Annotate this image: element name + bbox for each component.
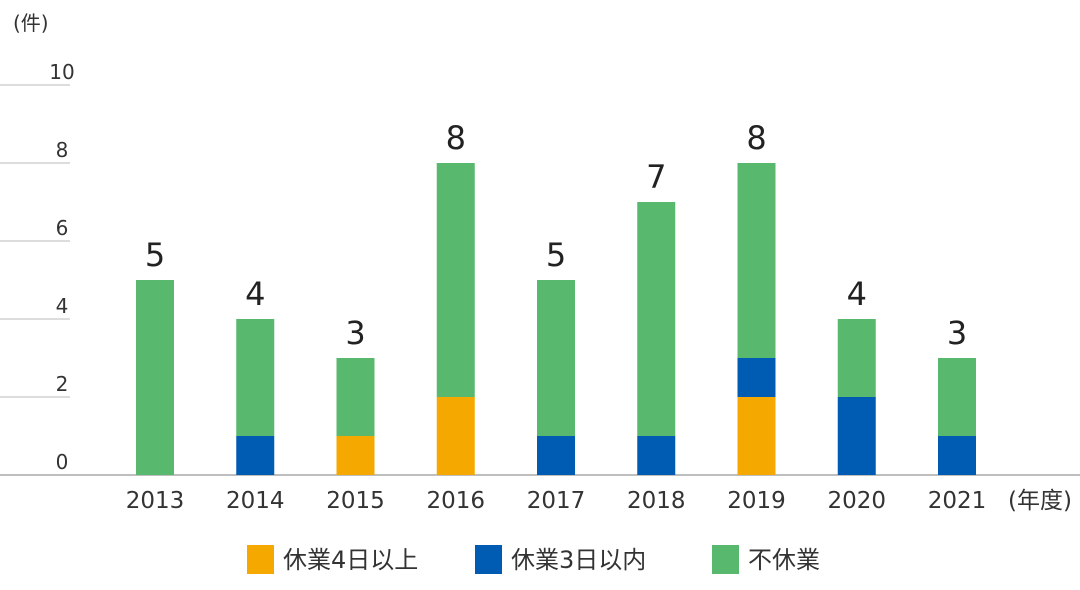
y-tick-label: 2 — [56, 372, 69, 396]
y-tick-label: 8 — [56, 138, 69, 162]
x-tick-label: 2015 — [326, 488, 385, 514]
bar-segment — [938, 358, 976, 436]
bar-segment — [837, 397, 876, 475]
legend-swatch — [247, 545, 274, 574]
legend-label: 休業4日以上 — [283, 546, 418, 574]
x-axis: 2013 2014 2015 2016 2017 2018 2019 2020 2021 — [126, 488, 987, 514]
x-tick-label: 2019 — [727, 488, 786, 514]
total-label: 8 — [446, 119, 466, 157]
x-tick-label: 2014 — [226, 488, 285, 514]
x-tick-label: 2021 — [928, 488, 987, 514]
total-label: 4 — [245, 275, 265, 313]
total-label: 7 — [646, 158, 666, 196]
bar-segment — [637, 202, 676, 436]
bar-segment — [436, 163, 475, 397]
bar-segment — [737, 163, 776, 358]
bar-segment — [737, 397, 776, 475]
bar-segment — [837, 319, 876, 397]
bar-segment — [938, 436, 976, 475]
bar-segment — [236, 436, 275, 475]
bar-segment — [637, 436, 676, 475]
x-unit-label: (年度) — [1008, 488, 1072, 514]
legend: 休業4日以上 休業3日以内 不休業 — [247, 545, 820, 574]
y-tick-label: 4 — [56, 294, 69, 318]
x-tick-label: 2017 — [527, 488, 586, 514]
total-labels: 5 4 3 8 5 7 8 4 3 — [145, 119, 967, 352]
bar-segment — [737, 358, 776, 397]
bar-segment — [236, 319, 275, 436]
legend-swatch — [712, 545, 739, 574]
bar-segment — [336, 436, 375, 475]
y-tick-label: 6 — [56, 216, 69, 240]
total-label: 3 — [345, 314, 365, 352]
bar-segment — [537, 436, 575, 475]
bar-segment — [436, 397, 475, 475]
legend-label: 休業3日以内 — [511, 546, 646, 574]
bar-segment — [336, 358, 375, 436]
x-tick-label: 2018 — [627, 488, 686, 514]
total-label: 8 — [746, 119, 766, 157]
total-label: 5 — [546, 236, 566, 274]
y-tick-label: 0 — [56, 450, 69, 474]
y-axis: 0 2 4 6 8 10 — [49, 60, 74, 474]
y-tick-label: 10 — [49, 60, 74, 84]
bar-segment — [136, 280, 174, 475]
legend-label: 不休業 — [748, 546, 820, 574]
y-unit-label: (件) — [13, 11, 49, 35]
x-tick-label: 2020 — [827, 488, 886, 514]
bars — [136, 163, 976, 475]
x-tick-label: 2016 — [426, 488, 485, 514]
total-label: 5 — [145, 236, 165, 274]
legend-swatch — [475, 545, 502, 574]
total-label: 4 — [847, 275, 867, 313]
x-tick-label: 2013 — [126, 488, 185, 514]
total-label: 3 — [947, 314, 967, 352]
bar-segment — [537, 280, 575, 436]
